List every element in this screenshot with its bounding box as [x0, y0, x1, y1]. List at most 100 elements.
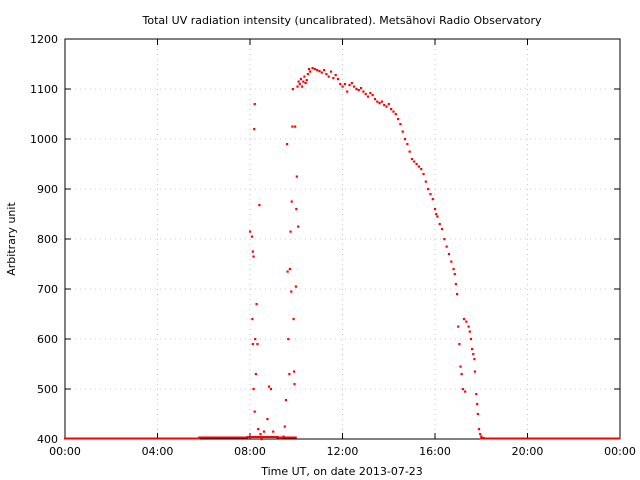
data-point	[297, 225, 300, 228]
data-point	[302, 80, 305, 83]
data-point	[299, 78, 303, 81]
data-point	[387, 103, 390, 106]
data-point	[259, 433, 262, 436]
data-point	[471, 348, 474, 351]
x-tick-label: 12:00	[327, 445, 359, 458]
data-point	[376, 100, 379, 103]
x-tick-label: 04:00	[142, 445, 174, 458]
data-point	[410, 158, 414, 161]
y-axis-label: Arbitrary unit	[5, 202, 18, 276]
data-point	[385, 105, 388, 108]
data-point	[390, 108, 393, 111]
data-point	[251, 318, 254, 321]
data-point	[618, 437, 621, 440]
data-point	[455, 293, 459, 296]
data-point	[260, 438, 263, 441]
data-point	[394, 113, 397, 116]
data-point	[307, 68, 311, 71]
data-point	[298, 83, 301, 86]
data-point	[357, 89, 360, 92]
data-point	[403, 138, 407, 141]
data-point	[295, 175, 298, 178]
data-point	[435, 213, 438, 216]
data-point	[291, 125, 294, 128]
y-tick-labels: 400 500 600 700 800 900 1000 1100 1200	[30, 33, 58, 446]
data-point	[364, 93, 367, 96]
data-point	[427, 188, 430, 191]
data-point	[458, 343, 461, 346]
data-point	[318, 70, 321, 73]
data-point	[323, 69, 326, 72]
data-point	[343, 83, 347, 86]
data-point	[371, 94, 374, 97]
x-axis-label: Time UT, on date 2013-07-23	[260, 465, 423, 478]
data-point	[373, 98, 377, 101]
data-point	[257, 428, 260, 431]
data-point	[362, 90, 365, 93]
data-point	[251, 343, 254, 346]
data-point	[249, 230, 252, 233]
data-point	[301, 85, 304, 88]
data-point	[440, 228, 444, 231]
data-point	[438, 223, 441, 226]
data-point	[473, 370, 476, 373]
data-point	[465, 320, 468, 323]
data-point	[262, 430, 266, 433]
data-point	[306, 73, 310, 76]
data-point	[294, 285, 297, 288]
data-point	[292, 318, 295, 321]
x-tick-label: 16:00	[419, 445, 451, 458]
data-point	[250, 235, 254, 238]
data-point	[397, 118, 400, 121]
data-point	[290, 290, 293, 293]
data-point	[304, 82, 307, 85]
data-point	[452, 268, 455, 271]
data-point	[480, 435, 483, 438]
grid-lines	[65, 39, 620, 439]
data-point	[417, 165, 421, 168]
data-point	[479, 433, 482, 436]
data-point	[355, 88, 358, 91]
data-point	[291, 88, 294, 91]
data-point	[258, 204, 261, 207]
data-point	[336, 78, 340, 81]
data-point	[436, 215, 439, 218]
data-point	[476, 413, 479, 416]
data-points	[64, 67, 621, 441]
data-point	[353, 85, 356, 88]
data-point	[287, 338, 290, 341]
data-point	[366, 95, 370, 98]
data-point	[251, 250, 254, 253]
data-point	[482, 437, 485, 440]
y-tick-label: 400	[37, 433, 58, 446]
data-point	[288, 268, 291, 271]
data-point	[294, 125, 297, 128]
data-point	[316, 69, 319, 72]
data-point	[283, 425, 286, 428]
data-point	[296, 85, 299, 88]
data-point	[413, 160, 416, 163]
data-point	[464, 390, 467, 393]
data-point	[282, 435, 285, 438]
data-point	[475, 393, 478, 396]
data-point	[297, 80, 300, 83]
y-tick-label: 800	[37, 233, 58, 246]
data-point	[327, 75, 330, 78]
data-point	[320, 71, 323, 74]
data-point	[467, 325, 470, 328]
data-point	[309, 70, 312, 73]
data-point	[399, 123, 402, 126]
data-point	[420, 168, 423, 171]
data-point	[454, 283, 458, 286]
data-point	[303, 75, 306, 78]
data-point	[408, 150, 411, 153]
data-point	[369, 92, 372, 95]
data-point	[415, 163, 418, 166]
data-point	[253, 410, 256, 413]
data-point	[434, 208, 437, 211]
data-point	[311, 67, 314, 70]
data-point	[457, 325, 460, 328]
y-tick-label: 1200	[30, 33, 58, 46]
data-point	[272, 430, 275, 433]
x-tick-label: 00:00	[604, 445, 636, 458]
